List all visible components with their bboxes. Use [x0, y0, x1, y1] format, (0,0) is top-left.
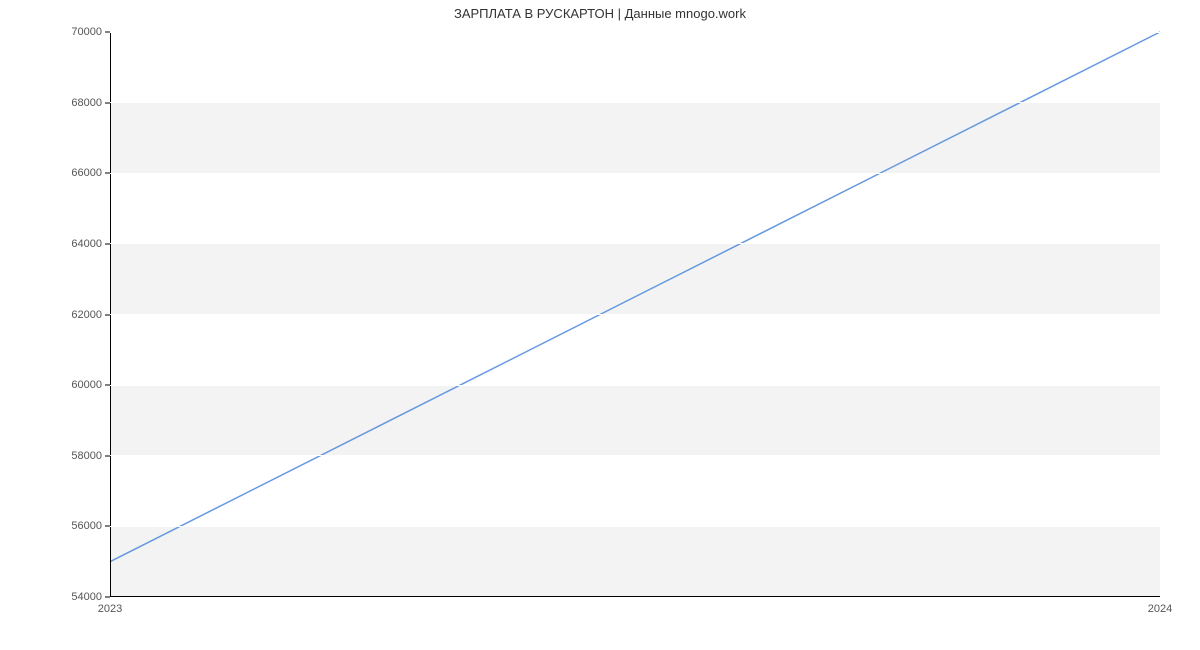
y-tick-mark	[105, 102, 110, 103]
y-gridline	[110, 173, 1160, 174]
y-tick-mark	[105, 173, 110, 174]
y-tick-label: 60000	[71, 379, 102, 391]
y-tick-label: 56000	[71, 520, 102, 532]
y-gridline	[110, 385, 1160, 386]
y-tick-mark	[105, 32, 110, 33]
series-line-salary	[110, 32, 1160, 562]
y-tick-label: 70000	[71, 26, 102, 38]
y-gridline	[110, 314, 1160, 315]
y-gridline	[110, 243, 1160, 244]
y-gridline	[110, 597, 1160, 598]
y-tick-mark	[105, 385, 110, 386]
y-gridline	[110, 102, 1160, 103]
y-gridline	[110, 32, 1160, 33]
x-tick-label: 2023	[98, 603, 122, 615]
y-tick-label: 62000	[71, 309, 102, 321]
y-tick-mark	[105, 455, 110, 456]
y-tick-label: 64000	[71, 238, 102, 250]
plot-area: 5400056000580006000062000640006600068000…	[110, 32, 1160, 597]
y-tick-mark	[105, 597, 110, 598]
y-tick-mark	[105, 243, 110, 244]
y-gridline	[110, 526, 1160, 527]
y-tick-label: 66000	[71, 167, 102, 179]
chart-title: ЗАРПЛАТА В РУСКАРТОН | Данные mnogo.work	[0, 6, 1200, 21]
y-tick-mark	[105, 526, 110, 527]
y-tick-mark	[105, 314, 110, 315]
y-tick-label: 54000	[71, 591, 102, 603]
y-gridline	[110, 455, 1160, 456]
y-tick-label: 68000	[71, 97, 102, 109]
x-tick-label: 2024	[1148, 603, 1172, 615]
salary-line-chart: ЗАРПЛАТА В РУСКАРТОН | Данные mnogo.work…	[0, 0, 1200, 650]
y-tick-label: 58000	[71, 450, 102, 462]
